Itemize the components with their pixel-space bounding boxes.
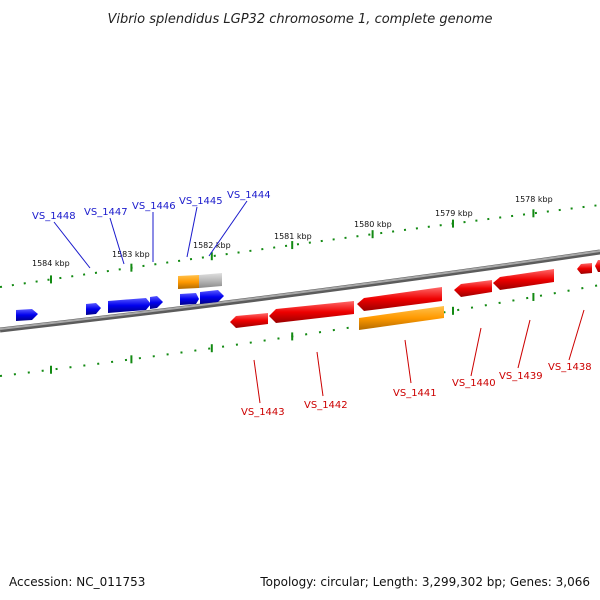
forward-gene-labels: VS_1448 VS_1447 VS_1446 VS_1445 VS_1444 xyxy=(32,190,271,222)
inner-tick-ring xyxy=(0,284,600,377)
reverse-gene-leaders xyxy=(253,309,585,404)
gene-arrow-reverse[interactable] xyxy=(269,301,354,323)
kbp-label: 1582 kbp xyxy=(193,241,231,250)
kbp-label: 1580 kbp xyxy=(354,220,392,229)
kbp-label: 1578 kbp xyxy=(515,195,553,204)
gene-label[interactable]: VS_1441 xyxy=(393,388,437,399)
gene-label[interactable]: VS_1438 xyxy=(548,362,592,373)
chromosome-backbone xyxy=(0,249,600,333)
rna-gene-reverse[interactable] xyxy=(359,306,444,330)
pseudo-gene-forward[interactable] xyxy=(199,273,222,288)
gene-arrow-forward[interactable] xyxy=(180,293,199,305)
topology-summary: Topology: circular; Length: 3,299,302 bp… xyxy=(259,575,590,589)
gene-label[interactable]: VS_1444 xyxy=(227,190,271,201)
kbp-label: 1581 kbp xyxy=(274,232,312,241)
forward-strand-genes xyxy=(16,273,224,321)
gene-arrow-forward[interactable] xyxy=(86,303,101,315)
gene-label[interactable]: VS_1447 xyxy=(84,207,128,218)
gene-label[interactable]: VS_1440 xyxy=(452,378,496,389)
kbp-label: 1584 kbp xyxy=(32,259,70,268)
kbp-label: 1583 kbp xyxy=(112,250,150,259)
forward-gene-leaders xyxy=(53,200,248,269)
gene-arrow-reverse[interactable] xyxy=(595,260,600,272)
kbp-scale-labels: 1584 kbp 1583 kbp 1582 kbp 1581 kbp 1580… xyxy=(32,195,553,268)
gene-arrow-forward[interactable] xyxy=(16,309,38,321)
gene-arrow-reverse[interactable] xyxy=(454,280,492,297)
gene-label[interactable]: VS_1448 xyxy=(32,211,76,222)
gene-arrow-reverse[interactable] xyxy=(493,269,554,290)
gene-label[interactable]: VS_1446 xyxy=(132,201,176,212)
gene-label[interactable]: VS_1442 xyxy=(304,400,348,411)
reverse-gene-labels: VS_1443 VS_1442 VS_1441 VS_1440 VS_1439 … xyxy=(241,362,592,418)
gene-arrow-reverse[interactable] xyxy=(230,313,268,328)
gene-arrow-forward[interactable] xyxy=(200,290,224,304)
outer-tick-ring xyxy=(0,204,600,288)
map-title: Vibrio splendidus LGP32 chromosome 1, co… xyxy=(107,12,492,27)
gene-label[interactable]: VS_1443 xyxy=(241,407,285,418)
rna-gene-forward[interactable] xyxy=(178,275,199,289)
gene-arrow-reverse[interactable] xyxy=(577,263,592,274)
accession-text: Accession: NC_011753 xyxy=(9,575,145,589)
gene-label[interactable]: VS_1439 xyxy=(499,371,543,382)
gene-arrow-forward[interactable] xyxy=(150,296,163,309)
gene-label[interactable]: VS_1445 xyxy=(179,196,223,207)
kbp-label: 1579 kbp xyxy=(435,209,473,218)
reverse-strand-genes xyxy=(230,260,600,330)
gene-arrow-reverse[interactable] xyxy=(357,287,442,311)
gene-arrow-forward[interactable] xyxy=(108,298,151,313)
